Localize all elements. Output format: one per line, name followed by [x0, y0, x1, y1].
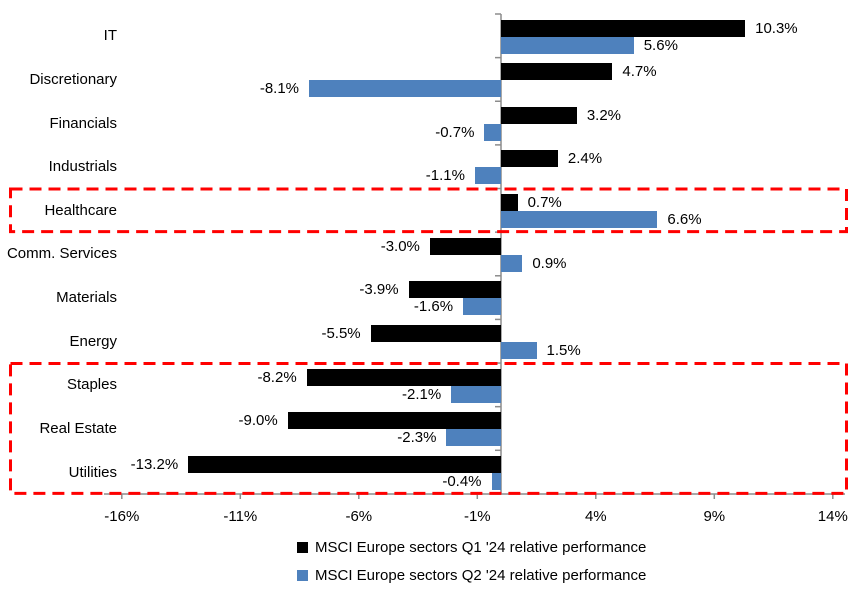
x-tick-label: 9%	[703, 508, 726, 525]
x-tick-label: -11%	[223, 508, 258, 525]
value-label: 0.9%	[532, 254, 567, 272]
x-tick-label: -1%	[463, 508, 491, 525]
value-label: 1.5%	[546, 341, 581, 359]
bar-row: Materials -3.9% -1.6%	[0, 276, 852, 320]
value-label: -2.3%	[397, 429, 437, 447]
legend-item-q1: MSCI Europe sectors Q1 '24 relative perf…	[297, 538, 646, 556]
value-label: -0.4%	[442, 472, 482, 490]
chart-legend: MSCI Europe sectors Q1 '24 relative perf…	[297, 538, 646, 584]
category-label: Discretionary	[29, 70, 117, 88]
category-label: Financials	[49, 114, 117, 132]
bar-series-1	[306, 368, 501, 386]
value-label: -9.0%	[238, 412, 278, 430]
category-label: Staples	[66, 376, 117, 394]
value-label: 10.3%	[755, 19, 798, 37]
value-label: -3.0%	[380, 237, 420, 255]
bar-series-2	[484, 123, 501, 141]
bar-series-1	[188, 455, 501, 473]
category-label: Comm. Services	[6, 245, 117, 263]
bar-row: Comm. Services -3.0% 0.9%	[0, 232, 852, 276]
bar-row: Real Estate -9.0% -2.3%	[0, 407, 852, 451]
value-label: 0.7%	[527, 194, 562, 212]
category-label: Industrials	[48, 158, 117, 176]
value-label: -8.2%	[257, 368, 297, 386]
category-label: Healthcare	[44, 201, 117, 219]
value-label: 4.7%	[622, 63, 657, 81]
bar-row: Staples -8.2% -2.1%	[0, 363, 852, 407]
x-tick-label: -16%	[104, 508, 140, 525]
bar-series-1	[287, 412, 501, 430]
value-label: -8.1%	[259, 80, 300, 98]
legend-marker-icon	[297, 541, 308, 553]
category-label: IT	[103, 27, 117, 45]
value-label: -0.7%	[435, 123, 475, 141]
bar-row: IT 10.3% 5.6%	[0, 14, 852, 58]
x-tick-label: 14%	[817, 508, 848, 525]
legend-item-q2: MSCI Europe sectors Q2 '24 relative perf…	[297, 566, 646, 584]
legend-marker-icon	[297, 569, 308, 581]
category-label: Energy	[69, 332, 117, 350]
bar-series-2	[501, 36, 634, 54]
x-tick-label: 4%	[584, 508, 607, 525]
value-label: -2.1%	[402, 385, 442, 403]
bar-series-1	[429, 237, 501, 255]
bar-series-2	[491, 472, 501, 490]
bar-series-1	[501, 194, 518, 212]
bar-row: Utilities -13.2% -0.4%	[0, 450, 852, 494]
bar-row: Discretionary 4.7% -8.1%	[0, 58, 852, 102]
value-label: -1.6%	[413, 298, 454, 316]
bar-series-2	[501, 341, 537, 359]
value-label: 2.4%	[567, 150, 603, 168]
value-label: 3.2%	[586, 106, 622, 124]
bar-series-2	[446, 429, 501, 447]
bar-series-2	[474, 167, 501, 185]
value-label: 5.6%	[643, 36, 678, 54]
bar-series-2	[501, 211, 658, 229]
value-label: -5.5%	[321, 324, 361, 342]
bar-row: Healthcare 0.7% 6.6%	[0, 189, 852, 233]
value-label: -1.1%	[425, 167, 465, 185]
bar-series-1	[408, 281, 501, 299]
value-label: -3.9%	[359, 281, 399, 299]
category-label: Materials	[56, 289, 117, 307]
value-label: -13.2%	[130, 455, 179, 473]
value-label: 6.6%	[667, 211, 702, 229]
bar-series-2	[501, 254, 523, 272]
bar-series-1	[501, 106, 577, 124]
bar-series-1	[370, 324, 501, 342]
bar-series-2	[451, 385, 501, 403]
bar-series-1	[501, 19, 746, 37]
x-tick-label: -6%	[345, 508, 373, 525]
bar-row: Energy -5.5% 1.5%	[0, 319, 852, 363]
bar-series-2	[309, 80, 501, 98]
bar-series-1	[501, 63, 613, 81]
bar-row: Industrials 2.4% -1.1%	[0, 145, 852, 189]
bar-series-2	[463, 298, 501, 316]
bar-series-1	[501, 150, 558, 168]
category-label: Real Estate	[39, 419, 117, 437]
legend-label: MSCI Europe sectors Q2 '24 relative perf…	[315, 566, 647, 584]
bar-row: Financials 3.2% -0.7%	[0, 101, 852, 145]
legend-label: MSCI Europe sectors Q1 '24 relative perf…	[315, 538, 647, 556]
